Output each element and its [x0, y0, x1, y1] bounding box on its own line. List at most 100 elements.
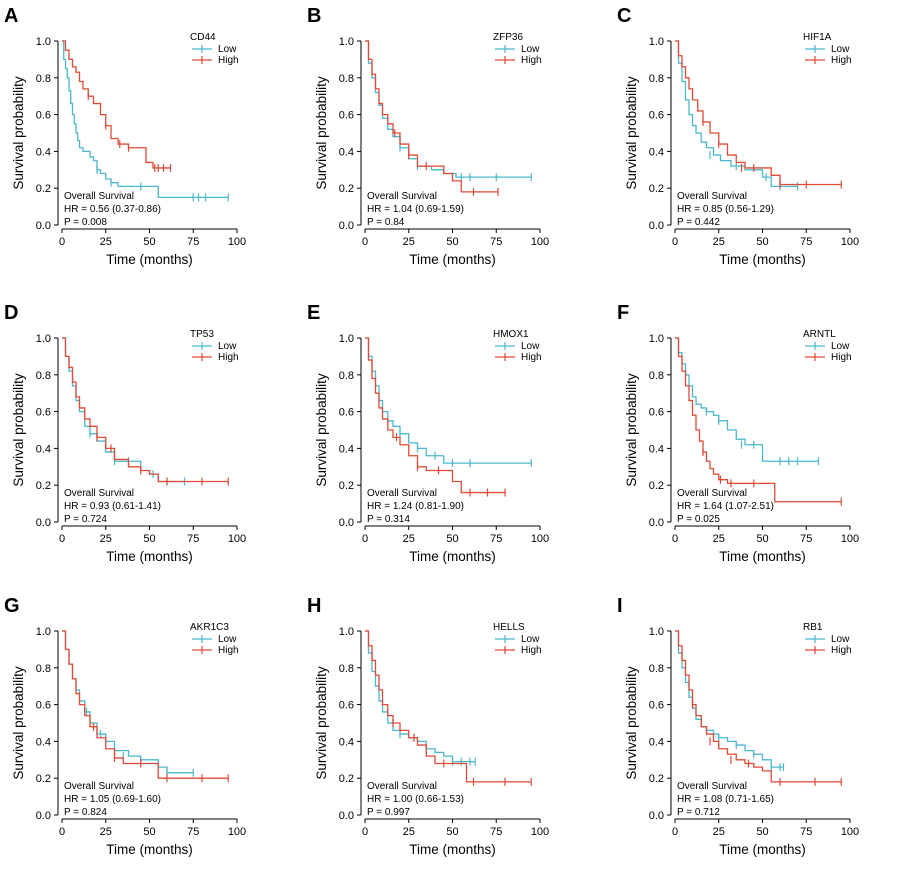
- km-panel-b: B 0.0 0.2 0.4 0.6 0.8 1.0 0 25 50 75 100 Time (month…: [303, 0, 603, 290]
- y-tick-label: 0.0: [36, 810, 51, 822]
- p-value: P = 0.84: [367, 217, 405, 228]
- legend-title: CD44: [190, 32, 216, 43]
- x-tick-label: 0: [362, 533, 368, 545]
- x-axis-title: Time (months): [409, 252, 496, 267]
- y-axis-title: Survival probability: [624, 76, 639, 190]
- y-tick-label: 0.6: [36, 407, 51, 419]
- y-tick-label: 0.8: [339, 663, 354, 675]
- y-tick-label: 0.4: [36, 736, 51, 748]
- hazard-ratio: HR = 1.08 (0.71-1.65): [677, 794, 774, 805]
- x-tick-label: 100: [531, 826, 549, 838]
- panel-letter: D: [4, 302, 18, 324]
- y-tick-label: 0.4: [36, 146, 51, 158]
- hazard-ratio: HR = 0.56 (0.37-0.86): [64, 204, 161, 215]
- km-curve-high: [365, 630, 532, 783]
- km-panel-g: G 0.0 0.2 0.4 0.6 0.8 1.0 0 25 50 75 100 Time (month…: [0, 590, 300, 880]
- p-value: P = 0.008: [64, 217, 107, 228]
- legend-label-high: High: [218, 55, 239, 66]
- hazard-ratio: HR = 1.24 (0.81-1.90): [367, 501, 464, 512]
- x-tick-label: 25: [100, 236, 112, 248]
- x-axis-title: Time (months): [719, 549, 806, 564]
- y-tick-label: 0.2: [649, 183, 664, 195]
- legend-title: RB1: [803, 622, 823, 633]
- y-tick-label: 1.0: [339, 626, 354, 638]
- y-axis-title: Survival probability: [314, 373, 329, 487]
- stat-title: Overall Survival: [367, 191, 437, 202]
- km-curve-high: [675, 337, 842, 503]
- km-curve-low: [365, 337, 532, 464]
- legend-label-high: High: [218, 645, 239, 656]
- stat-title: Overall Survival: [677, 191, 747, 202]
- y-tick-label: 1.0: [649, 333, 664, 345]
- stat-title: Overall Survival: [677, 488, 747, 499]
- stat-title: Overall Survival: [367, 488, 437, 499]
- legend-label-low: Low: [218, 341, 237, 352]
- legend-label-low: Low: [831, 341, 850, 352]
- km-panel-h: H 0.0 0.2 0.4 0.6 0.8 1.0 0 25 50 75 100 Time (month…: [303, 590, 603, 880]
- km-plot-svg: B 0.0 0.2 0.4 0.6 0.8 1.0 0 25 50 75 100 Time (month…: [307, 5, 549, 267]
- y-tick-label: 0.6: [649, 110, 664, 122]
- x-tick-label: 75: [800, 236, 812, 248]
- y-tick-label: 1.0: [36, 333, 51, 345]
- y-tick-label: 0.2: [339, 773, 354, 785]
- legend-label-high: High: [521, 352, 542, 363]
- km-plot-svg: E 0.0 0.2 0.4 0.6 0.8 1.0 0 25 50 75 100 Time (month…: [307, 302, 549, 564]
- km-panel-f: F 0.0 0.2 0.4 0.6 0.8 1.0 0 25 50 75 100 Time (month…: [613, 297, 913, 587]
- km-plot-svg: D 0.0 0.2 0.4 0.6 0.8 1.0 0 25 50 75 100 Time (month…: [4, 302, 246, 564]
- legend-title: ARNTL: [803, 329, 836, 340]
- panel-letter: F: [617, 302, 629, 324]
- panel-letter: A: [4, 5, 18, 27]
- panel-letter: E: [307, 302, 320, 324]
- y-tick-label: 0.6: [649, 700, 664, 712]
- y-tick-label: 0.2: [649, 773, 664, 785]
- km-plot-svg: H 0.0 0.2 0.4 0.6 0.8 1.0 0 25 50 75 100 Time (month…: [307, 595, 549, 857]
- y-tick-label: 0.0: [649, 517, 664, 529]
- hazard-ratio: HR = 1.00 (0.66-1.53): [367, 794, 464, 805]
- stat-title: Overall Survival: [64, 488, 134, 499]
- p-value: P = 0.997: [367, 807, 410, 818]
- y-tick-label: 0.0: [36, 517, 51, 529]
- legend-title: HIF1A: [803, 32, 832, 43]
- y-tick-label: 0.2: [339, 183, 354, 195]
- x-tick-label: 0: [362, 236, 368, 248]
- km-plot-svg: I 0.0 0.2 0.4 0.6 0.8 1.0 0 25 50 75 100 Time (month…: [617, 595, 859, 857]
- x-tick-label: 100: [228, 826, 246, 838]
- km-panel-c: C 0.0 0.2 0.4 0.6 0.8 1.0 0 25 50 75 100 Time (month…: [613, 0, 913, 290]
- y-tick-label: 0.0: [649, 810, 664, 822]
- x-tick-label: 50: [446, 826, 458, 838]
- panel-letter: H: [307, 595, 321, 617]
- km-curve-high: [675, 630, 842, 783]
- y-tick-label: 0.6: [649, 407, 664, 419]
- km-curve-low: [365, 630, 476, 763]
- y-tick-label: 0.8: [649, 73, 664, 85]
- legend-label-high: High: [521, 645, 542, 656]
- x-tick-label: 25: [403, 533, 415, 545]
- x-tick-label: 25: [100, 533, 112, 545]
- stat-title: Overall Survival: [64, 781, 134, 792]
- y-axis-title: Survival probability: [11, 373, 26, 487]
- p-value: P = 0.442: [677, 217, 720, 228]
- y-tick-label: 0.4: [339, 146, 354, 158]
- y-tick-label: 0.8: [339, 370, 354, 382]
- y-tick-label: 0.0: [339, 810, 354, 822]
- km-plot-svg: G 0.0 0.2 0.4 0.6 0.8 1.0 0 25 50 75 100 Time (month…: [4, 595, 246, 857]
- x-tick-label: 100: [841, 826, 859, 838]
- x-tick-label: 50: [446, 236, 458, 248]
- x-tick-label: 100: [531, 236, 549, 248]
- y-axis-title: Survival probability: [314, 76, 329, 190]
- y-axis-title: Survival probability: [624, 666, 639, 780]
- km-panel-a: A 0.0 0.2 0.4 0.6 0.8 1.0 0 25 50 75 100 Time (month…: [0, 0, 300, 290]
- hazard-ratio: HR = 0.93 (0.61-1.41): [64, 501, 161, 512]
- legend-label-low: Low: [831, 44, 850, 55]
- hazard-ratio: HR = 1.04 (0.69-1.59): [367, 204, 464, 215]
- km-curve-low: [62, 40, 229, 199]
- km-curve-high: [62, 40, 171, 169]
- stat-title: Overall Survival: [64, 191, 134, 202]
- stat-title: Overall Survival: [367, 781, 437, 792]
- p-value: P = 0.824: [64, 807, 107, 818]
- km-curve-high: [365, 40, 498, 193]
- stat-title: Overall Survival: [677, 781, 747, 792]
- km-curve-low: [675, 40, 798, 188]
- legend-label-low: Low: [218, 634, 237, 645]
- x-tick-label: 75: [800, 533, 812, 545]
